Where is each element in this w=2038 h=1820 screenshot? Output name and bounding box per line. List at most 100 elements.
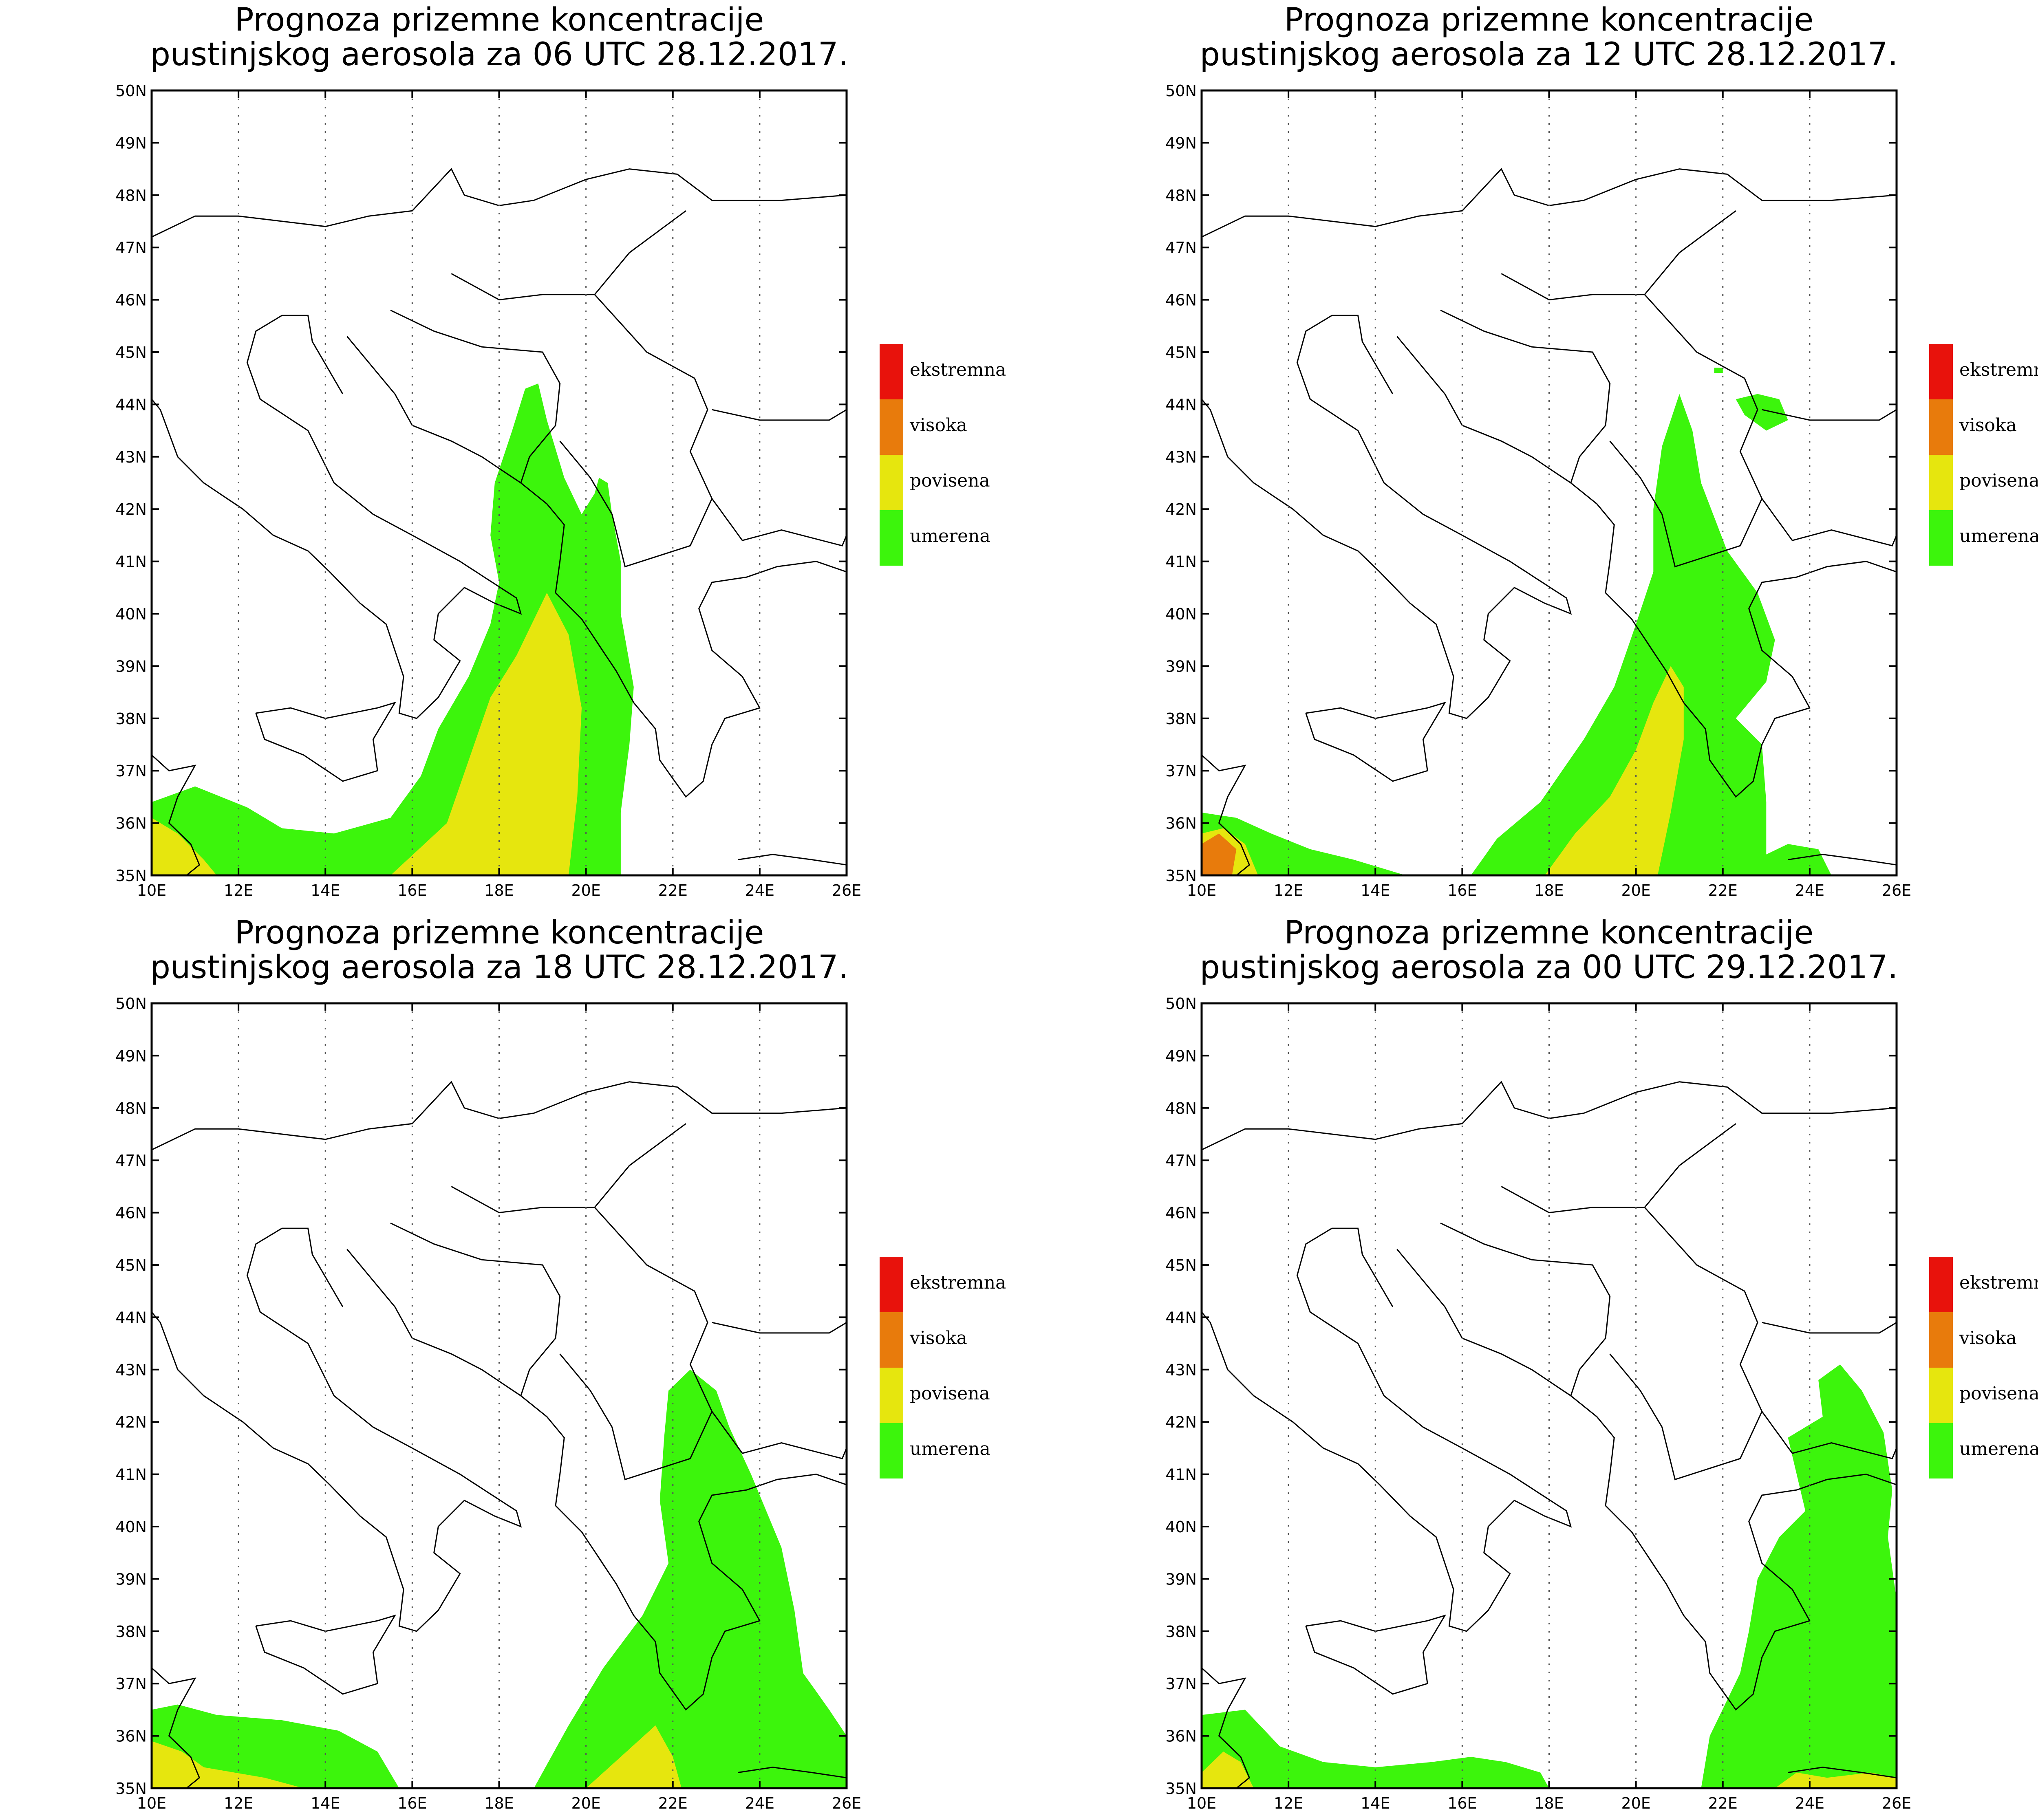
lat-tick-label: 42N bbox=[1165, 1413, 1197, 1431]
coast-border-line bbox=[1202, 1227, 1572, 1632]
coast-border-line bbox=[1202, 1080, 1897, 1150]
lat-tick-label: 49N bbox=[1165, 134, 1197, 152]
lon-tick-label: 18E bbox=[1534, 1794, 1564, 1812]
legend-label-ekstremna: ekstremna bbox=[910, 1272, 1006, 1293]
aerosol-region-povisena bbox=[152, 817, 217, 875]
lon-tick-label: 26E bbox=[832, 881, 861, 899]
legend-label-ekstremna: ekstremna bbox=[1959, 359, 2038, 380]
lat-tick-label: 41N bbox=[1165, 553, 1197, 571]
lon-tick-label: 16E bbox=[397, 1794, 427, 1812]
lat-tick-label: 36N bbox=[1165, 1727, 1197, 1745]
lon-tick-label: 10E bbox=[137, 1794, 166, 1812]
legend-swatch-ekstremna bbox=[1929, 1257, 1953, 1312]
coast-border-line bbox=[152, 315, 522, 719]
lat-tick-label: 44N bbox=[115, 1309, 147, 1326]
coast-border-line bbox=[1202, 315, 1572, 719]
lat-tick-label: 35N bbox=[1165, 867, 1197, 885]
lon-tick-label: 18E bbox=[484, 881, 514, 899]
lon-tick-label: 10E bbox=[1187, 881, 1216, 899]
lon-tick-label: 14E bbox=[311, 881, 340, 899]
legend-label-umerena: umerena bbox=[1959, 526, 2038, 546]
lat-tick-label: 40N bbox=[115, 1518, 147, 1536]
lat-tick-label: 37N bbox=[1165, 1675, 1197, 1693]
aerosol-region-povisena bbox=[390, 593, 582, 875]
lat-tick-label: 35N bbox=[115, 867, 147, 885]
coast-border-line bbox=[1762, 1322, 1897, 1334]
lat-tick-label: 39N bbox=[1165, 657, 1197, 675]
panel-title-line2: pustinjskog aerosola za 18 UTC 28.12.201… bbox=[150, 949, 849, 986]
legend-swatch-umerena bbox=[1929, 1423, 1953, 1478]
lat-tick-label: 43N bbox=[115, 1361, 147, 1379]
lat-tick-label: 48N bbox=[1165, 1099, 1197, 1117]
legend-swatch-umerena bbox=[1929, 510, 1953, 566]
legend-label-visoka: visoka bbox=[1959, 1328, 2017, 1348]
aerosol-region-umerena bbox=[1202, 1710, 1549, 1788]
panel-title-line2: pustinjskog aerosola za 00 UTC 29.12.201… bbox=[1200, 949, 1898, 986]
coast-border-line bbox=[1788, 854, 1897, 866]
coast-border-line bbox=[1609, 1207, 1763, 1481]
lon-tick-label: 16E bbox=[1447, 881, 1477, 899]
lat-tick-label: 41N bbox=[115, 1466, 147, 1484]
coast-border-line bbox=[1396, 336, 1897, 798]
legend-label-umerena: umerena bbox=[910, 526, 990, 546]
panel-title-line2: pustinjskog aerosola za 06 UTC 28.12.201… bbox=[150, 36, 849, 73]
lat-tick-label: 37N bbox=[1165, 762, 1197, 780]
legend-swatch-povisena bbox=[1929, 1368, 1953, 1423]
aerosol-region-povisena bbox=[152, 1741, 304, 1788]
legend-swatch-ekstremna bbox=[880, 344, 903, 399]
lat-tick-label: 45N bbox=[1165, 1256, 1197, 1274]
lat-tick-label: 36N bbox=[115, 815, 147, 833]
lon-tick-label: 14E bbox=[311, 1794, 340, 1812]
coast-border-line bbox=[255, 1614, 397, 1695]
lon-tick-label: 20E bbox=[1621, 1794, 1650, 1812]
lon-tick-label: 10E bbox=[1187, 1794, 1216, 1812]
coast-border-line bbox=[1202, 167, 1897, 238]
coast-border-line bbox=[1762, 409, 1897, 421]
lat-tick-label: 42N bbox=[1165, 500, 1197, 518]
lat-tick-label: 48N bbox=[115, 1099, 147, 1117]
lat-tick-label: 37N bbox=[115, 762, 147, 780]
coast-border-line bbox=[152, 167, 847, 238]
lon-tick-label: 24E bbox=[1795, 1794, 1824, 1812]
lat-tick-label: 45N bbox=[1165, 344, 1197, 361]
aerosol-region-umerena bbox=[534, 1369, 847, 1788]
legend-label-povisena: povisena bbox=[1959, 470, 2038, 491]
lon-tick-label: 22E bbox=[1708, 1794, 1738, 1812]
coast-border-line bbox=[711, 1411, 847, 1459]
lat-tick-label: 46N bbox=[115, 1204, 147, 1222]
coast-border-line bbox=[152, 1227, 522, 1632]
lat-tick-label: 47N bbox=[115, 239, 147, 257]
aerosol-region-umerena bbox=[1714, 368, 1723, 373]
lon-tick-label: 18E bbox=[484, 1794, 514, 1812]
lon-tick-label: 14E bbox=[1361, 881, 1390, 899]
lon-tick-label: 16E bbox=[397, 881, 427, 899]
coast-border-line bbox=[712, 409, 847, 421]
legend-swatch-povisena bbox=[1929, 455, 1953, 510]
lat-tick-label: 50N bbox=[115, 82, 147, 100]
lat-tick-label: 50N bbox=[1165, 82, 1197, 100]
lon-tick-label: 24E bbox=[745, 1794, 774, 1812]
lat-tick-label: 35N bbox=[115, 1780, 147, 1798]
coast-border-line bbox=[1305, 701, 1447, 782]
lat-tick-label: 45N bbox=[115, 1256, 147, 1274]
coast-border-line bbox=[1440, 309, 1611, 483]
lat-tick-label: 38N bbox=[1165, 710, 1197, 728]
lon-tick-label: 14E bbox=[1361, 1794, 1390, 1812]
aerosol-region-povisena bbox=[1775, 1772, 1897, 1788]
lat-tick-label: 41N bbox=[1165, 1466, 1197, 1484]
panel-title-line1: Prognoza prizemne koncentracije bbox=[235, 2, 764, 38]
coast-border-line bbox=[390, 309, 561, 483]
lat-tick-label: 42N bbox=[115, 1413, 147, 1431]
lat-tick-label: 36N bbox=[1165, 815, 1197, 833]
lon-tick-label: 20E bbox=[1621, 881, 1650, 899]
lat-tick-label: 48N bbox=[115, 187, 147, 205]
legend-label-visoka: visoka bbox=[909, 415, 967, 436]
lat-tick-label: 49N bbox=[115, 1047, 147, 1065]
panel-title-line1: Prognoza prizemne koncentracije bbox=[1284, 914, 1814, 951]
lat-tick-label: 43N bbox=[1165, 448, 1197, 466]
lat-tick-label: 46N bbox=[1165, 291, 1197, 309]
panel-title-line1: Prognoza prizemne koncentracije bbox=[1284, 2, 1814, 38]
coast-border-line bbox=[1501, 210, 1736, 301]
legend-label-povisena: povisena bbox=[910, 470, 990, 491]
lon-tick-label: 12E bbox=[1274, 881, 1303, 899]
